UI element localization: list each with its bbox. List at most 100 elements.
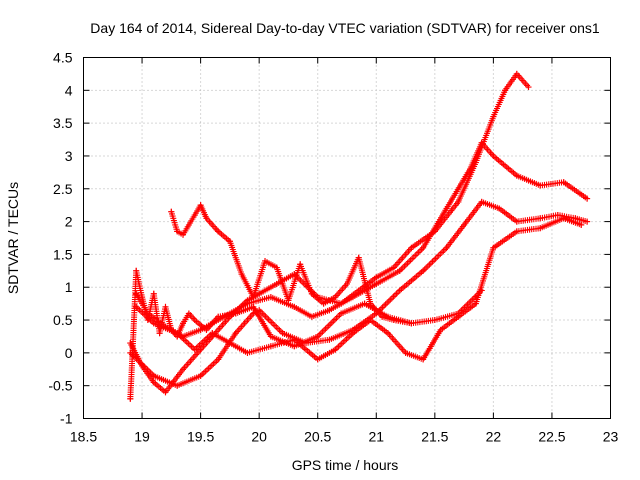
x-tick-label: 19	[134, 429, 150, 445]
data-point	[461, 221, 468, 228]
data-point	[308, 290, 315, 297]
data-point	[361, 300, 368, 307]
data-point	[320, 300, 327, 307]
x-tick-label: 18.5	[70, 429, 97, 445]
data-point	[525, 84, 532, 91]
data-point	[373, 274, 380, 281]
data-point	[402, 349, 409, 356]
data-point	[584, 195, 591, 202]
data-point	[490, 152, 497, 159]
data-point	[554, 212, 561, 219]
tick-layer: 18.5 19 19.5 20 20.5 21 21.5 22 22.5 23-1-0.500.5…	[48, 50, 618, 445]
y-tick-label: 1.5	[53, 246, 73, 262]
data-point	[174, 382, 181, 389]
data-point	[174, 228, 181, 235]
data-point	[250, 303, 257, 310]
y-axis-label: SDTVAR / TECUs	[5, 182, 21, 294]
data-point	[490, 244, 497, 251]
data-point	[180, 366, 187, 373]
data-point	[215, 313, 222, 320]
data-point	[466, 166, 473, 173]
data-point-markers	[168, 202, 415, 327]
data-point	[420, 244, 427, 251]
data-point	[490, 113, 497, 120]
x-tick-label: 20	[251, 429, 267, 445]
data-point	[390, 264, 397, 271]
data-point	[180, 320, 187, 327]
data-point	[273, 280, 280, 287]
data-marks-layer	[127, 70, 591, 402]
data-point	[279, 330, 286, 337]
data-point	[197, 372, 204, 379]
data-point	[326, 336, 333, 343]
data-point	[191, 212, 198, 219]
data-point	[285, 297, 292, 304]
data-point	[455, 198, 462, 205]
x-tick-label: 22	[486, 429, 502, 445]
x-tick-label: 19.5	[187, 429, 214, 445]
data-point	[162, 389, 169, 396]
data-point	[373, 280, 380, 287]
data-point	[191, 317, 198, 324]
data-point	[156, 330, 163, 337]
data-point	[308, 313, 315, 320]
y-tick-label: 1	[65, 279, 73, 295]
series-trace-e	[168, 202, 415, 327]
grid-layer	[83, 57, 611, 419]
data-point	[478, 139, 485, 146]
data-point	[168, 326, 175, 333]
data-point	[478, 198, 485, 205]
data-point	[133, 267, 140, 274]
data-point	[168, 208, 175, 215]
data-point	[443, 205, 450, 212]
data-point	[250, 294, 257, 301]
x-tick-label: 21	[368, 429, 384, 445]
data-point	[513, 172, 520, 179]
data-point	[560, 179, 567, 186]
data-point	[344, 280, 350, 287]
y-tick-label: -0.5	[48, 378, 72, 394]
data-point	[197, 202, 204, 209]
x-tick-label: 20.5	[304, 429, 331, 445]
data-point-markers	[133, 139, 591, 340]
data-point	[226, 340, 233, 347]
y-tick-label: 2.5	[53, 181, 73, 197]
data-point	[256, 290, 263, 297]
data-point	[314, 333, 321, 340]
data-point	[267, 294, 274, 301]
data-point	[133, 290, 140, 297]
data-point	[332, 346, 339, 353]
data-point	[203, 326, 210, 333]
data-point	[262, 257, 269, 264]
data-point	[127, 395, 134, 402]
data-point	[291, 336, 298, 343]
y-tick-label: 3.5	[53, 115, 73, 131]
data-point	[437, 326, 444, 333]
data-point	[150, 290, 157, 297]
data-point	[408, 244, 415, 251]
data-point	[502, 87, 509, 94]
x-tick-label: 21.5	[421, 429, 448, 445]
data-point	[420, 356, 427, 363]
data-point	[267, 333, 274, 340]
data-point	[396, 267, 403, 274]
data-point	[349, 330, 356, 337]
data-point	[209, 330, 216, 337]
data-point	[431, 317, 438, 324]
data-point	[332, 294, 339, 301]
data-point	[338, 310, 345, 317]
y-tick-label: 2	[65, 214, 73, 230]
y-tick-label: 0.5	[53, 312, 73, 328]
data-point	[215, 356, 222, 363]
data-point	[537, 215, 544, 222]
data-point	[472, 300, 479, 307]
data-point	[150, 320, 157, 327]
y-tick-label: -1	[60, 411, 73, 427]
x-tick-label: 22.5	[538, 429, 565, 445]
data-point	[150, 379, 157, 386]
data-point	[537, 225, 544, 232]
data-point	[180, 231, 187, 238]
data-point	[478, 287, 485, 294]
data-point	[384, 313, 391, 320]
